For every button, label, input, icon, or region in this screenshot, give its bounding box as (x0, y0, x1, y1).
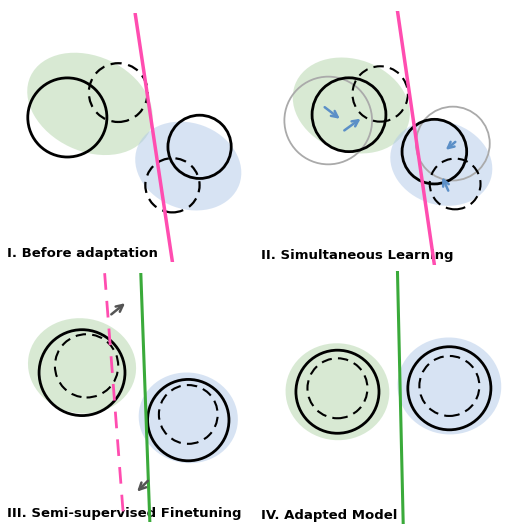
Ellipse shape (397, 338, 501, 435)
Ellipse shape (135, 122, 241, 210)
Ellipse shape (139, 373, 238, 463)
Ellipse shape (390, 120, 492, 206)
Ellipse shape (27, 52, 153, 155)
Text: I. Before adaptation: I. Before adaptation (7, 247, 159, 260)
Ellipse shape (293, 58, 410, 154)
Ellipse shape (285, 343, 390, 440)
Ellipse shape (28, 318, 136, 413)
Text: III. Semi-supervised Finetuning: III. Semi-supervised Finetuning (7, 507, 242, 519)
Text: IV. Adapted Model: IV. Adapted Model (261, 509, 398, 522)
Text: II. Simultaneous Learning: II. Simultaneous Learning (261, 250, 454, 262)
